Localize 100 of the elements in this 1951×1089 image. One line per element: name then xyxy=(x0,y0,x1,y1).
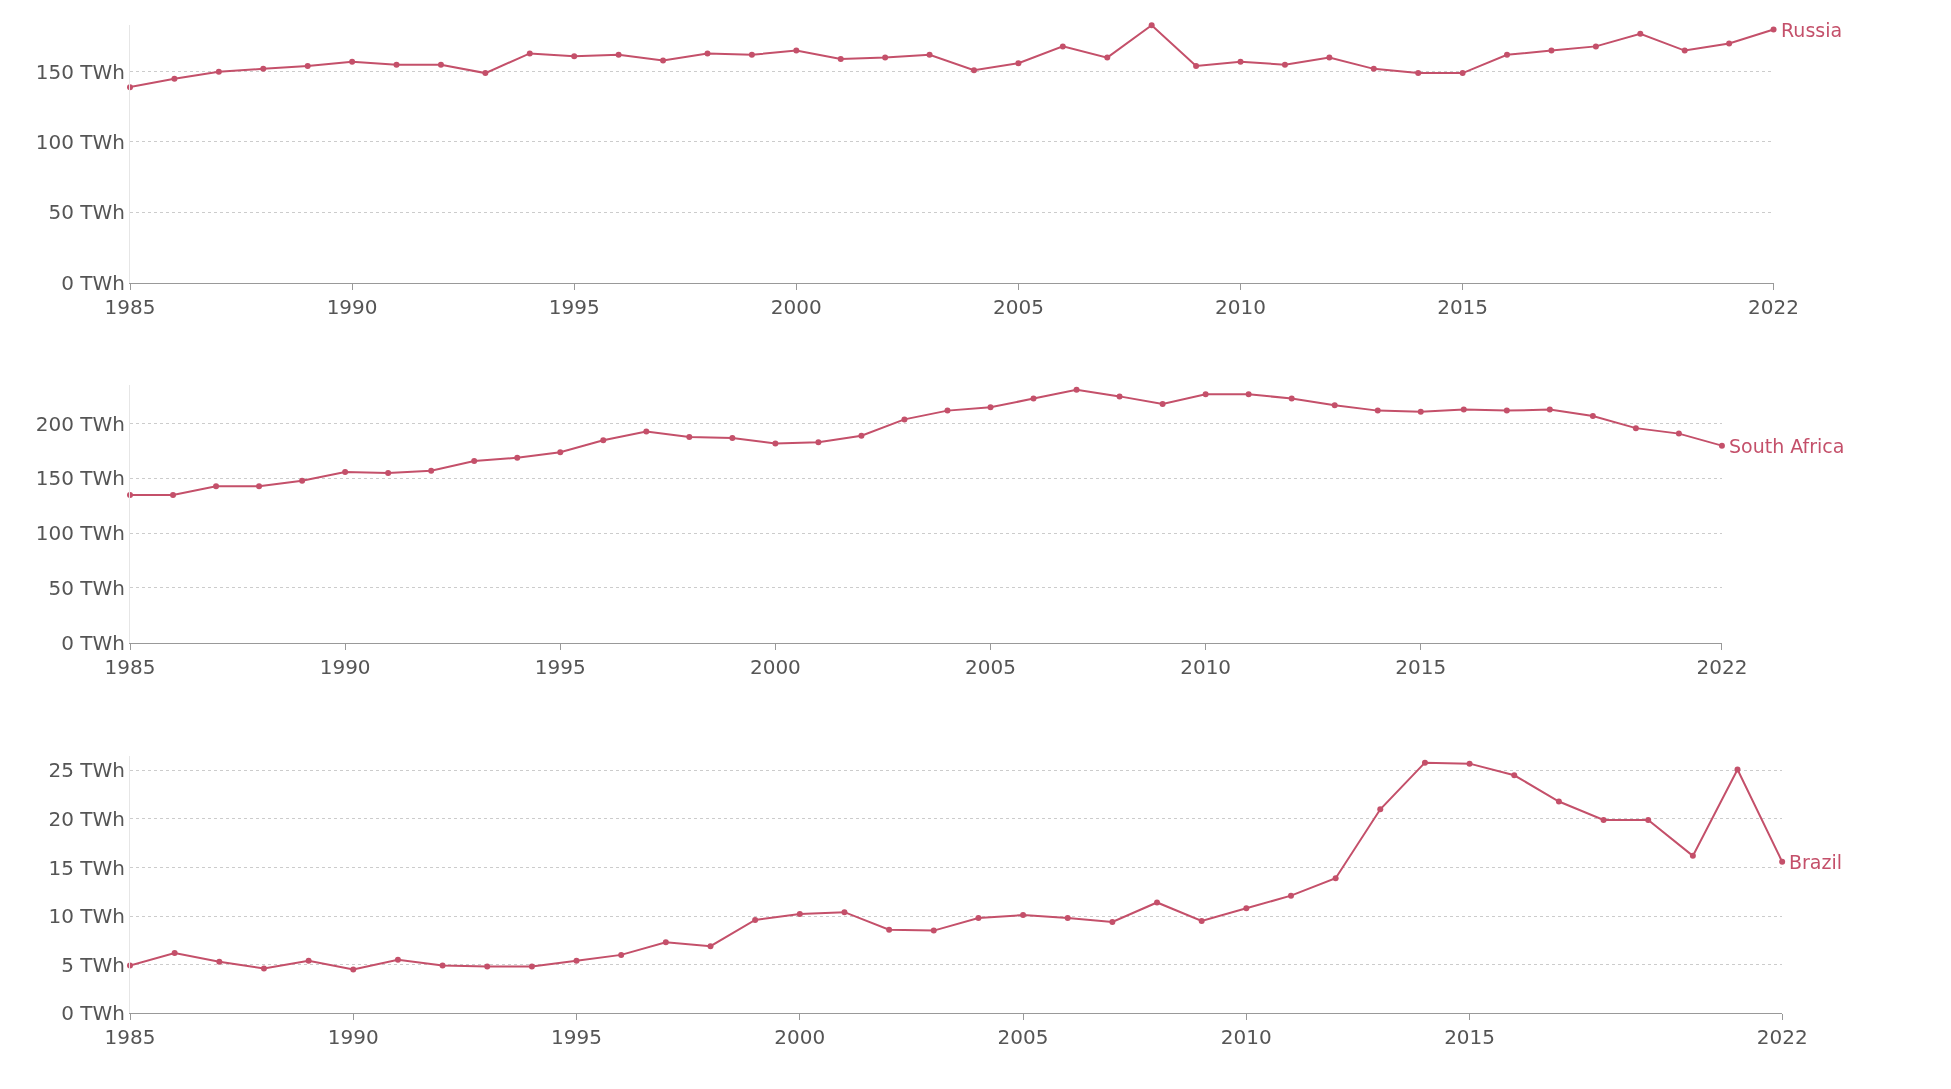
y-tick-label: 150 TWh xyxy=(35,466,125,491)
x-tick-label: 1985 xyxy=(104,654,156,679)
point xyxy=(1116,393,1123,400)
point xyxy=(1503,407,1510,414)
series-label: Russia xyxy=(1781,19,1843,41)
point xyxy=(1421,759,1428,766)
point xyxy=(1770,26,1777,33)
point xyxy=(215,68,222,75)
point xyxy=(1198,917,1205,924)
y-tick-label: 20 TWh xyxy=(48,806,125,831)
point xyxy=(437,61,444,68)
point xyxy=(349,58,356,65)
point xyxy=(926,51,933,58)
point xyxy=(600,437,607,444)
x-tick-label: 1995 xyxy=(551,1025,602,1050)
point xyxy=(748,51,755,58)
point xyxy=(796,911,803,918)
point xyxy=(704,50,711,57)
series-label: Brazil xyxy=(1789,851,1843,873)
y-tick-label: 0 TWh xyxy=(61,1001,125,1026)
point xyxy=(1466,760,1473,767)
point xyxy=(1548,47,1555,54)
point xyxy=(1459,70,1466,77)
point xyxy=(618,951,625,958)
point xyxy=(615,51,622,58)
point xyxy=(1148,22,1155,29)
point xyxy=(707,943,714,950)
point xyxy=(1726,40,1733,47)
point xyxy=(1030,395,1037,402)
point xyxy=(394,956,401,963)
point xyxy=(1073,386,1080,393)
point xyxy=(987,404,994,411)
point xyxy=(660,57,667,64)
y-tick-label: 150 TWh xyxy=(35,59,125,84)
x-tick-label: 1995 xyxy=(548,294,600,319)
point xyxy=(837,56,844,63)
point xyxy=(729,434,736,441)
point xyxy=(1245,391,1252,398)
point xyxy=(127,84,133,91)
series-label: South Africa xyxy=(1729,435,1845,457)
point xyxy=(1415,70,1422,77)
point xyxy=(1287,892,1294,899)
point xyxy=(1504,51,1511,58)
point xyxy=(1326,54,1333,61)
point xyxy=(1374,407,1381,414)
point xyxy=(573,957,580,964)
x-tick-label: 2000 xyxy=(774,1025,826,1050)
x-tick-label: 1990 xyxy=(326,294,378,319)
point xyxy=(1059,43,1066,50)
point xyxy=(1645,816,1652,823)
point xyxy=(1460,406,1467,413)
point xyxy=(260,965,267,972)
point xyxy=(1734,766,1741,773)
point xyxy=(1288,395,1295,402)
point xyxy=(1546,406,1553,413)
point xyxy=(342,468,349,475)
y-tick-label: 0 TWh xyxy=(61,630,125,655)
point xyxy=(1154,899,1161,906)
x-tick-label: 2015 xyxy=(1437,294,1489,319)
point xyxy=(1589,413,1596,420)
point xyxy=(1675,430,1682,437)
point xyxy=(886,926,893,933)
point xyxy=(1689,852,1696,859)
y-tick-label: 0 TWh xyxy=(61,270,125,295)
point xyxy=(970,67,977,74)
point xyxy=(171,949,178,956)
point xyxy=(514,454,521,461)
y-tick-label: 15 TWh xyxy=(48,855,125,880)
point xyxy=(528,963,535,970)
point xyxy=(216,958,223,965)
point xyxy=(1104,54,1111,61)
point xyxy=(901,416,908,423)
point xyxy=(1779,858,1786,865)
y-tick-label: 100 TWh xyxy=(35,521,125,546)
x-tick-label: 2005 xyxy=(992,294,1044,319)
x-tick-label: 2022 xyxy=(1748,294,1799,319)
point xyxy=(170,491,177,498)
point xyxy=(1020,912,1027,919)
point xyxy=(1592,43,1599,50)
point xyxy=(260,65,267,72)
point xyxy=(643,428,650,435)
y-tick-label: 50 TWh xyxy=(48,200,125,225)
point xyxy=(385,470,392,477)
point xyxy=(1511,772,1518,779)
point xyxy=(1237,58,1244,65)
x-tick-label: 2000 xyxy=(770,294,822,319)
point xyxy=(841,909,848,916)
y-tick-label: 25 TWh xyxy=(48,758,125,783)
point xyxy=(571,53,578,60)
point xyxy=(1193,63,1200,70)
point xyxy=(471,457,478,464)
point xyxy=(1332,875,1339,882)
point xyxy=(350,966,357,973)
point xyxy=(1109,918,1116,925)
point xyxy=(752,916,759,923)
x-tick-label: 1995 xyxy=(534,654,586,679)
y-tick-label: 5 TWh xyxy=(61,952,125,977)
x-tick-label: 2005 xyxy=(965,654,1016,679)
x-tick-label: 2005 xyxy=(997,1025,1049,1050)
point xyxy=(393,61,400,68)
